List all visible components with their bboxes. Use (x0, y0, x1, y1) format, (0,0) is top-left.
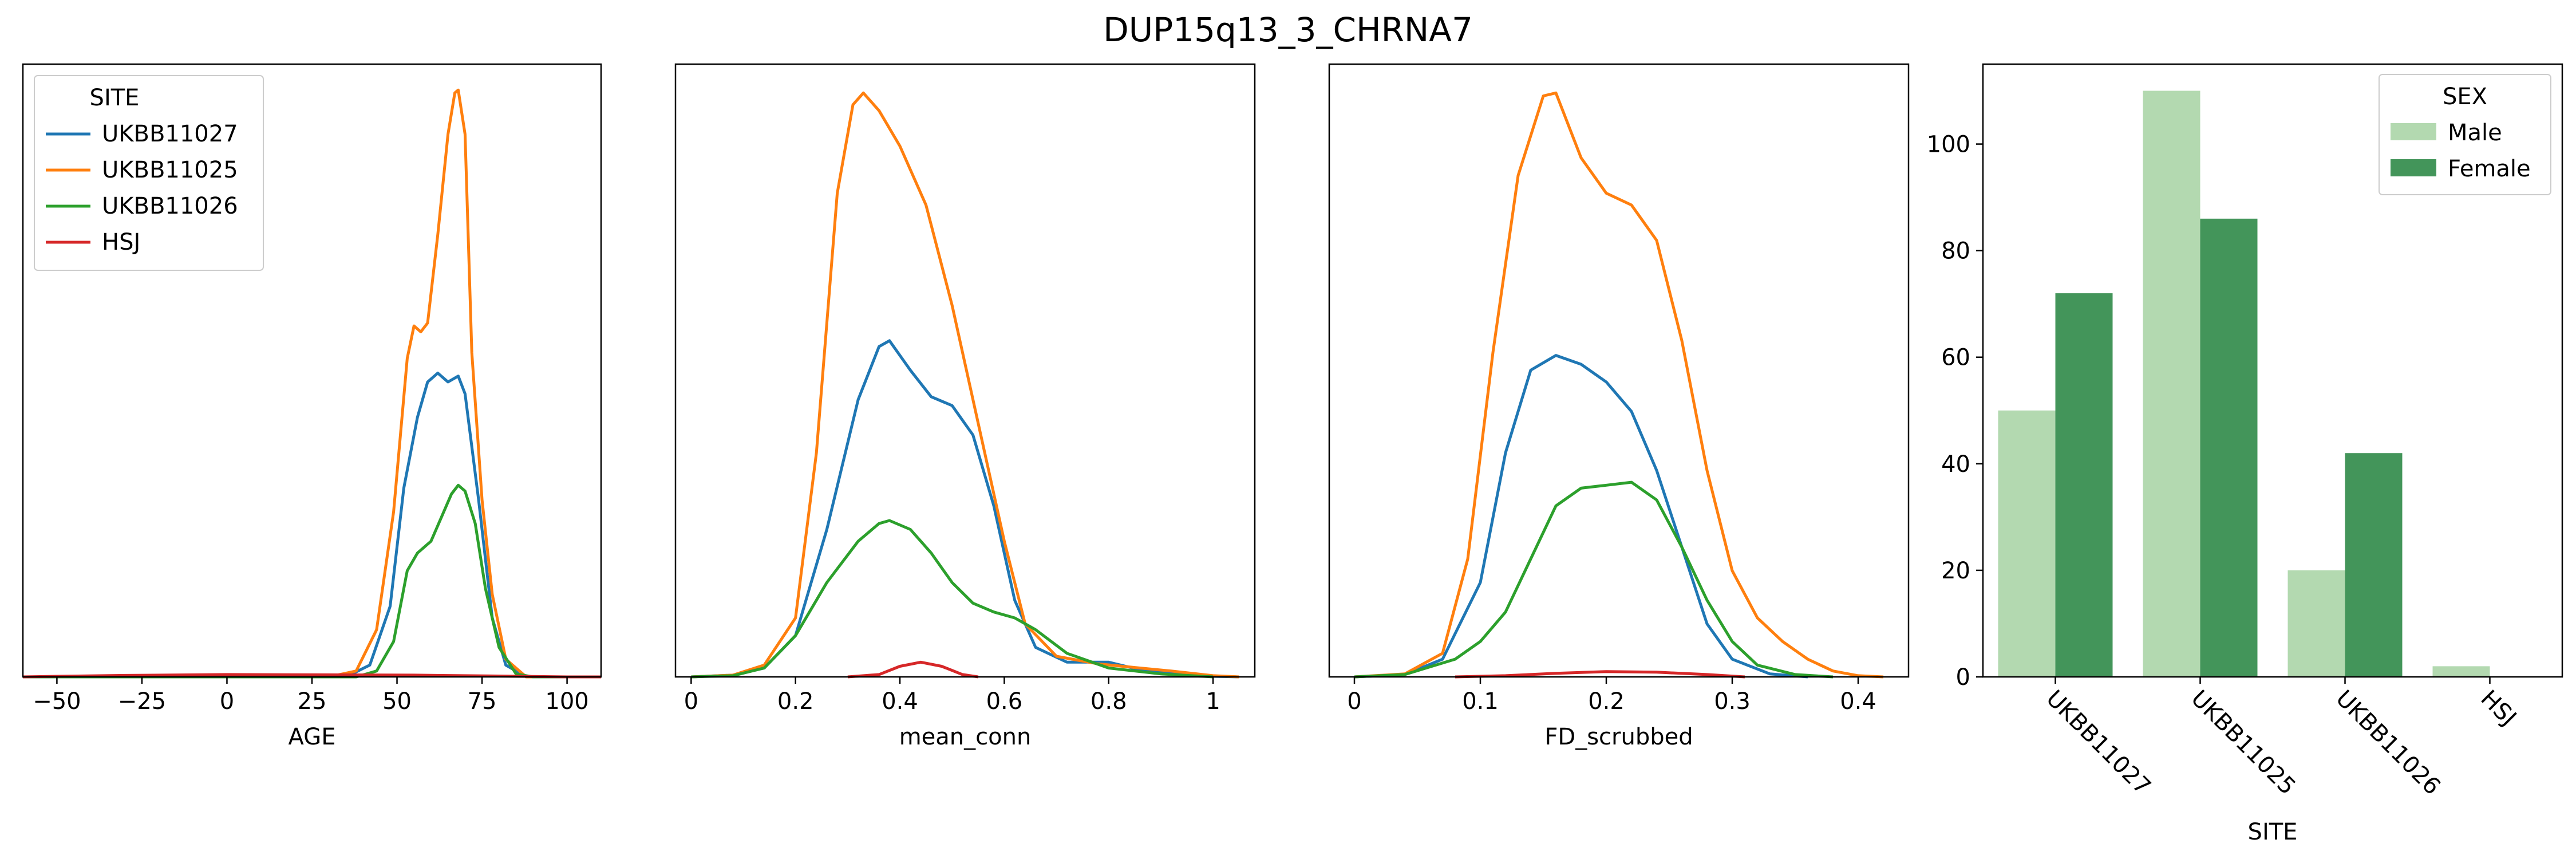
figure-title: DUP15q13_3_CHRNA7 (1103, 10, 1473, 49)
legend-title: SEX (2443, 84, 2487, 110)
site-sex-bar-panel: 0 20 40 60 80 100 UKBB11027 UKBB11025 UKBB11026 H… (1927, 63, 2563, 845)
y-tick-label: 80 (1941, 238, 1970, 265)
legend-label-ukbb11027: UKBB11027 (102, 121, 238, 147)
axes-frame (674, 63, 1256, 678)
x-tick-label: 0.6 (986, 688, 1023, 715)
y-tick-label: 100 (1927, 132, 1970, 158)
mean-conn-kde-panel: 0 0.2 0.4 0.6 0.8 1 mean_conn (674, 63, 1256, 750)
legend-label-ukbb11025: UKBB11025 (102, 157, 238, 183)
x-tick-label: 25 (298, 688, 327, 715)
kde-line-ukbb11027 (691, 339, 1239, 679)
kde-line-hsj (1455, 670, 1745, 679)
fd-scrubbed-kde-panel: 0 0.1 0.2 0.3 0.4 FD_scrubbed (1328, 63, 1910, 750)
x-tick-label: 100 (545, 688, 588, 715)
kde-line-ukbb11025 (691, 91, 1239, 679)
bar-female-ukbb11025 (2200, 218, 2258, 677)
x-tick-label-ukbb11026: UKBB11026 (2330, 685, 2445, 801)
x-axis-label: SITE (2248, 819, 2298, 845)
bar-male-hsj (2432, 666, 2490, 677)
axes-frame (1328, 63, 1910, 678)
x-tick-label-hsj: HSJ (2475, 685, 2521, 731)
x-tick-label: 1 (1206, 688, 1220, 715)
legend-swatch-male (2391, 123, 2436, 140)
x-axis-label: AGE (289, 724, 336, 750)
legend-label-male: Male (2448, 120, 2502, 146)
legend-label-female: Female (2448, 156, 2531, 182)
x-tick-label: 0.2 (1588, 688, 1625, 715)
kde-line-ukbb11026 (691, 519, 1214, 679)
x-tick-label: −50 (33, 688, 81, 715)
bar-female-ukbb11027 (2055, 293, 2113, 677)
x-axis-label: mean_conn (899, 724, 1032, 750)
legend-label-hsj: HSJ (102, 229, 140, 255)
bar-male-ukbb11025 (2143, 90, 2200, 677)
kde-line-ukbb11026 (1354, 480, 1834, 679)
bar-male-ukbb11027 (1998, 410, 2056, 677)
x-axis-label: FD_scrubbed (1544, 724, 1693, 750)
x-tick-label: 0 (220, 688, 234, 715)
y-tick-label: 60 (1941, 345, 1970, 371)
y-tick-label: 0 (1956, 664, 1970, 691)
kde-line-ukbb11025 (23, 88, 601, 679)
bar-female-ukbb11026 (2345, 453, 2403, 677)
x-tick-label: 0 (684, 688, 698, 715)
y-tick-label: 20 (1941, 558, 1970, 584)
x-tick-label: 0.4 (882, 688, 918, 715)
kde-line-ukbb11026 (23, 483, 601, 679)
x-tick-label: −25 (118, 688, 166, 715)
bar-male-ukbb11026 (2287, 570, 2345, 677)
legend-box (34, 75, 264, 271)
x-tick-label: 0.1 (1462, 688, 1499, 715)
legend-title: SITE (90, 85, 140, 111)
x-tick-label-ukbb11027: UKBB11027 (2041, 685, 2156, 801)
x-tick-label-ukbb11025: UKBB11025 (2186, 685, 2301, 801)
x-tick-label: 0.8 (1091, 688, 1127, 715)
x-tick-label: 75 (468, 688, 497, 715)
kde-line-hsj (847, 660, 979, 679)
axes-frame (1982, 63, 2563, 678)
age-kde-panel: −50 −25 0 25 50 75 100 AGE SITE UKBB11027 UKBB1102… (22, 63, 602, 750)
legend-swatch-female (2391, 159, 2436, 176)
x-tick-label: 0.3 (1714, 688, 1751, 715)
x-tick-label: 0 (1347, 688, 1361, 715)
x-tick-label: 50 (382, 688, 412, 715)
kde-line-ukbb11027 (1354, 354, 1808, 679)
legend-label-ukbb11026: UKBB11026 (102, 193, 238, 219)
kde-line-ukbb11025 (1354, 91, 1884, 679)
y-tick-label: 40 (1941, 451, 1970, 478)
kde-line-ukbb11027 (23, 372, 601, 679)
x-tick-label: 0.2 (777, 688, 814, 715)
x-tick-label: 0.4 (1840, 688, 1876, 715)
